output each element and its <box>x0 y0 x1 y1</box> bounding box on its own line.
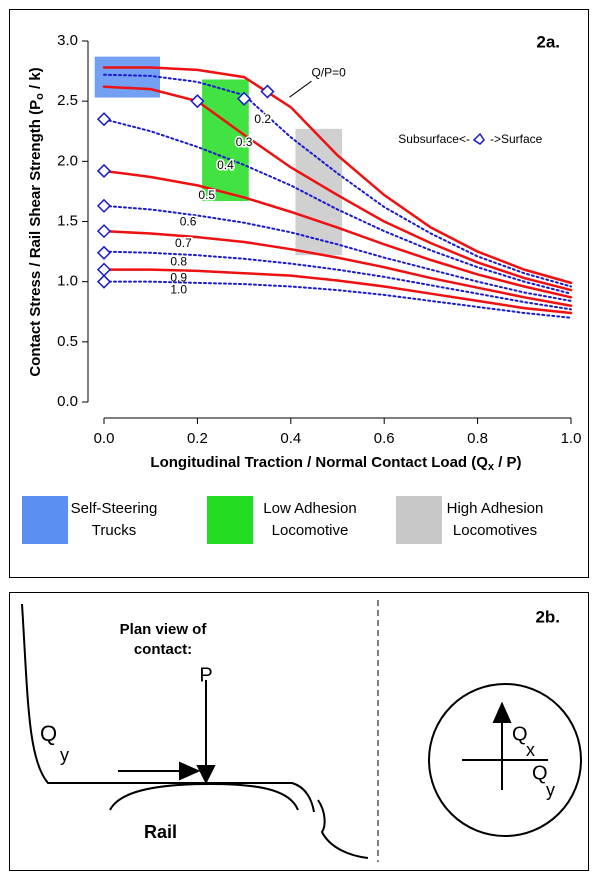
arrowhead <box>494 704 510 722</box>
diamond-marker <box>98 264 110 276</box>
diamond-marker <box>98 113 110 125</box>
arrowhead <box>180 763 198 779</box>
legend-label: High Adhesion <box>447 500 544 517</box>
x-axis-label: Longitudinal Traction / Normal Contact L… <box>150 454 521 473</box>
curve-label: 0.4 <box>217 158 234 172</box>
qx-sub: x <box>526 740 535 760</box>
y-tick-label: 0.5 <box>57 333 78 350</box>
x-tick-label: 0.0 <box>94 430 115 447</box>
lateral-label: Q <box>40 721 57 746</box>
annotation-arrow <box>289 81 311 97</box>
panel-label: 2a. <box>536 32 560 51</box>
x-tick-label: 0.2 <box>187 430 208 447</box>
x-axis-label-text: Longitudinal Traction / Normal Contact L… <box>150 454 488 471</box>
y-tick-label: 3.0 <box>57 32 78 49</box>
rail-head <box>110 784 298 810</box>
y-axis-label-text: Contact Stress / Rail Shear Strength (P <box>27 100 44 377</box>
curve-label: 1.0 <box>170 283 187 297</box>
diamond-marker <box>98 165 110 177</box>
curve-label: 0.8 <box>170 254 187 268</box>
x-axis-label-text: / P) <box>494 454 522 471</box>
x-tick-label: 0.8 <box>467 430 488 447</box>
x-tick-label: 0.6 <box>374 430 395 447</box>
curve-label: 0.3 <box>236 135 253 149</box>
caption: Plan view of <box>120 621 208 638</box>
rail-side <box>318 800 368 858</box>
plot: 0.0 0.5 1.0 1.5 2.0 2.5 3.0 0.0 0.2 0.4 0.6 0.8 1.0 L… <box>22 32 581 544</box>
region <box>95 57 160 98</box>
y-axis-label-text: / k) <box>27 67 44 93</box>
legend-swatch <box>22 496 68 544</box>
curve-label: 0.2 <box>254 112 271 126</box>
y-tick-label: 2.0 <box>57 152 78 169</box>
x-tick-label: 1.0 <box>561 430 582 447</box>
panel-label: 2b. <box>535 607 560 626</box>
load-label: P <box>199 664 212 686</box>
marker-key <box>474 134 484 144</box>
rail-label: Rail <box>144 822 177 842</box>
diamond-marker <box>98 200 110 212</box>
y-tick-label: 0.0 <box>57 393 78 410</box>
legend-label: Locomotive <box>272 522 349 539</box>
curve-label: 0.6 <box>180 214 197 228</box>
diamond-marker <box>98 247 110 259</box>
caption: contact: <box>134 641 192 658</box>
curve-label: 0.5 <box>198 188 215 202</box>
legend-label: Self-Steering <box>71 500 158 517</box>
page: 2a. 0.0 0.5 1.0 1.5 2.0 2.5 3.0 0.0 0.2 0.4 0.6 0.8… <box>0 0 598 887</box>
legend-swatch <box>396 496 442 544</box>
y-tick-label: 2.5 <box>57 92 78 109</box>
legend-label: Locomotives <box>453 522 537 539</box>
qy-sub: y <box>546 780 555 800</box>
legend-label: Trucks <box>92 522 136 539</box>
curve-label: 0.7 <box>175 236 192 250</box>
diamond-marker <box>98 225 110 237</box>
marker-note: ->Surface <box>490 132 543 146</box>
x-tick-label: 0.4 <box>280 430 301 447</box>
diamond-marker <box>98 276 110 288</box>
arrowhead <box>198 766 214 782</box>
legend-label: Low Adhesion <box>263 500 356 517</box>
lateral-sub: y <box>60 745 69 765</box>
legend-swatch <box>207 496 253 544</box>
y-tick-label: 1.0 <box>57 273 78 290</box>
y-axis-label: Contact Stress / Rail Shear Strength (Po… <box>27 67 46 376</box>
curve-label: Q/P=0 <box>311 65 346 79</box>
y-tick-label: 1.5 <box>57 212 78 229</box>
diagram <box>22 600 581 862</box>
figure: 2a. 0.0 0.5 1.0 1.5 2.0 2.5 3.0 0.0 0.2 0.4 0.6 0.8… <box>0 0 598 882</box>
marker-note: Subsurface<- <box>398 132 470 146</box>
